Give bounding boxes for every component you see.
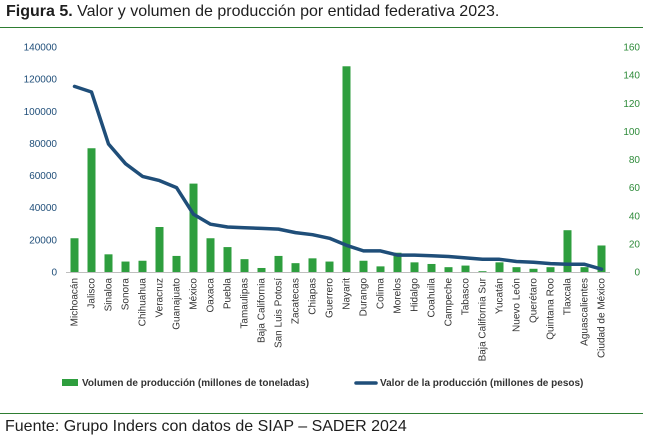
bar-volumen (104, 254, 113, 272)
bar-volumen (155, 227, 164, 272)
bar-volumen (325, 261, 334, 272)
y-right-tick-label: 80 (629, 155, 641, 166)
bar-volumen (444, 267, 453, 272)
x-category-label: Aguascalientes (580, 278, 591, 346)
y-left-tick-label: 60000 (29, 171, 57, 182)
axes: 0 20000 40000 60000 80000 100000 120000 140000 0… (24, 43, 641, 279)
bar-volumen (274, 255, 283, 272)
source-note: Fuente: Grupo Inders con datos de SIAP –… (5, 418, 407, 435)
y-right-tick-label: 120 (623, 99, 640, 110)
x-category-label: Zacatecas (291, 278, 302, 324)
top-divider (0, 27, 643, 28)
x-category-label: Chihuahua (138, 278, 149, 327)
x-category-label: Ciudad de México (597, 278, 608, 358)
x-category-label: Nayarit (342, 278, 353, 310)
y-left-tick-label: 100000 (24, 107, 58, 118)
x-category-label: Querétaro (529, 278, 540, 323)
figure-title: Figura 5. Valor y volumen de producción … (6, 3, 499, 21)
bar-volumen (291, 263, 300, 272)
x-category-label: Coahuila (427, 278, 438, 318)
x-category-label: Puebla (223, 278, 234, 310)
bar-volumen (172, 255, 181, 272)
bar-volumen (597, 245, 606, 272)
bar-volumen (342, 66, 351, 273)
y-left-tick-label: 140000 (24, 43, 58, 54)
bar-volumen (580, 267, 589, 272)
y-right-tick-label: 100 (623, 127, 640, 138)
x-category-label: Chiapas (308, 278, 319, 315)
y-right-tick-label: 0 (634, 268, 640, 279)
bar-volumen (376, 266, 385, 272)
y-left-tick-label: 40000 (29, 203, 57, 214)
line-valor (72, 84, 604, 271)
line-layer (72, 84, 604, 271)
bar-volumen (410, 262, 419, 272)
legend-swatch-volumen (62, 379, 78, 386)
bottom-divider (0, 413, 643, 414)
production-chart: 0 20000 40000 60000 80000 100000 120000 140000 0… (24, 43, 641, 390)
y-right-tick-label: 60 (629, 183, 641, 194)
legend-label-valor: Valor de la producción (millones de peso… (380, 378, 583, 389)
x-category-label: Baja California (257, 278, 268, 343)
bar-volumen (308, 258, 317, 272)
bar-volumen (240, 259, 249, 272)
y-left-tick-label: 20000 (29, 235, 57, 246)
bars-layer (70, 66, 606, 273)
bar-volumen (70, 238, 79, 272)
x-category-label: México (189, 278, 200, 310)
x-category-label: San Luis Potosí (274, 278, 285, 348)
x-category-label: Yucatán (495, 278, 506, 314)
x-category-label: Durango (359, 278, 370, 317)
bar-volumen (461, 265, 470, 272)
x-labels: Michoacán Jalisco Sinaloa Sonora Chihuahua Ve… (70, 277, 608, 361)
x-category-label: Baja California Sur (478, 277, 489, 361)
x-category-label: Michoacán (70, 278, 81, 326)
y-left-tick-label: 0 (51, 268, 57, 279)
bar-volumen (546, 267, 555, 272)
bar-volumen (121, 261, 130, 272)
x-category-label: Nuevo León (512, 278, 523, 332)
bar-volumen (427, 263, 436, 272)
bar-volumen (359, 260, 368, 272)
bar-volumen (512, 267, 521, 272)
bar-volumen (223, 247, 232, 272)
x-category-label: Oaxaca (206, 278, 217, 313)
bar-volumen (138, 260, 147, 272)
bar-volumen (257, 267, 266, 272)
x-category-label: Guanajuato (172, 278, 183, 330)
bar-volumen (206, 238, 215, 272)
x-category-label: Sinaloa (104, 278, 115, 312)
y-right-tick-label: 40 (629, 211, 641, 222)
x-category-label: Campeche (444, 278, 455, 327)
x-category-label: Morelos (393, 278, 404, 314)
legend-label-volumen: Volumen de producción (millones de tonel… (82, 378, 309, 389)
figure-label: Figura 5. (6, 3, 73, 20)
figure-title-text: Valor y volumen de producción por entida… (77, 3, 500, 20)
x-category-label: Colima (376, 278, 387, 310)
y-left-tick-label: 80000 (29, 139, 57, 150)
y-left-tick-label: 120000 (24, 75, 58, 86)
bar-volumen (189, 183, 198, 272)
x-category-label: Tabasco (461, 278, 472, 316)
y-right-tick-label: 140 (623, 71, 640, 82)
legend: Volumen de producción (millones de tonel… (62, 378, 583, 389)
bar-volumen (529, 268, 538, 272)
x-category-label: Jalisco (87, 278, 98, 309)
bar-volumen (563, 230, 572, 272)
x-category-label: Sonora (121, 278, 132, 311)
y-right-tick-label: 160 (623, 43, 640, 54)
bar-volumen (393, 252, 402, 272)
x-category-label: Tamaulipas (240, 278, 251, 329)
x-category-label: Veracruz (155, 278, 166, 317)
x-category-label: Guerrero (325, 278, 336, 318)
x-category-label: Quintana Roo (546, 278, 557, 340)
bar-volumen (495, 262, 504, 272)
bar-volumen (87, 148, 96, 272)
y-right-tick-label: 20 (629, 239, 641, 250)
bar-volumen (478, 271, 487, 272)
x-category-label: Tlaxcala (563, 278, 574, 316)
x-category-label: Hidalgo (410, 278, 421, 312)
